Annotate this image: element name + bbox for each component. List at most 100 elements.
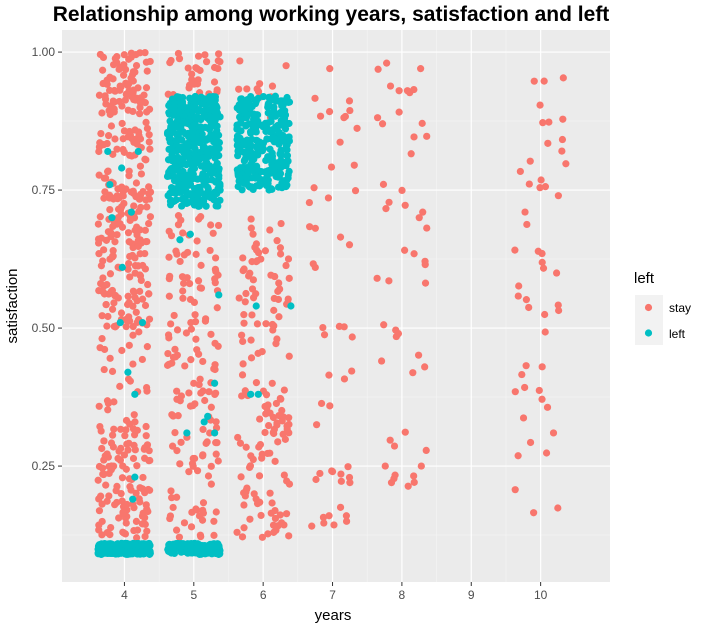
point-stay [189, 402, 197, 410]
point-left [201, 95, 209, 103]
point-stay [210, 78, 219, 86]
point-stay [109, 443, 118, 451]
point-left [246, 183, 254, 191]
point-stay [131, 262, 140, 270]
point-stay [526, 157, 534, 165]
point-stay [136, 272, 145, 280]
point-stay [345, 241, 354, 249]
point-stay [132, 489, 140, 497]
point-stay [98, 444, 106, 453]
point-stay [177, 438, 185, 446]
point-stay [521, 208, 529, 216]
point-left [199, 545, 208, 553]
point-stay [166, 272, 174, 280]
point-left [271, 135, 280, 144]
point-stay [95, 250, 103, 258]
point-stay [103, 322, 111, 330]
point-stay [94, 239, 103, 247]
point-left [176, 236, 184, 244]
point-stay [559, 74, 567, 82]
point-stay [209, 229, 217, 237]
point-stay [210, 517, 218, 525]
point-stay [284, 255, 293, 263]
point-stay [110, 398, 118, 406]
legend-title: left [634, 270, 655, 287]
point-stay [171, 345, 179, 353]
point-stay [103, 281, 111, 289]
point-stay [255, 472, 264, 480]
point-stay [538, 258, 546, 266]
point-stay [240, 319, 248, 327]
point-stay [542, 449, 551, 457]
point-stay [109, 431, 117, 439]
point-stay [125, 439, 133, 447]
point-stay [130, 526, 138, 535]
point-stay [327, 163, 336, 171]
point-stay [525, 180, 533, 188]
point-stay [242, 443, 250, 451]
point-stay [523, 220, 531, 229]
point-stay [132, 517, 141, 526]
point-stay [255, 443, 263, 451]
point-stay [120, 51, 128, 59]
point-left [166, 138, 174, 146]
point-stay [117, 210, 125, 218]
point-stay [404, 482, 412, 490]
point-stay [197, 389, 205, 397]
point-stay [100, 437, 108, 445]
point-stay [207, 480, 215, 488]
point-stay [285, 352, 293, 360]
point-stay [124, 265, 132, 273]
point-left [253, 182, 261, 190]
point-stay [111, 501, 119, 509]
point-left [209, 168, 217, 177]
point-stay [187, 325, 195, 333]
point-stay [325, 512, 333, 520]
point-left [234, 140, 242, 148]
point-stay [336, 138, 344, 146]
point-stay [116, 82, 124, 90]
point-stay [215, 50, 223, 58]
point-left [172, 162, 180, 170]
point-left [106, 540, 115, 548]
point-left [165, 168, 173, 176]
point-stay [379, 180, 388, 188]
point-stay [305, 198, 313, 207]
point-stay [143, 343, 151, 351]
point-left [252, 302, 260, 310]
point-stay [410, 85, 418, 94]
point-stay [423, 224, 431, 232]
point-stay [164, 349, 172, 358]
point-left [200, 418, 208, 426]
point-stay [391, 471, 399, 479]
point-stay [212, 418, 220, 426]
point-left [233, 166, 241, 174]
point-stay [134, 236, 142, 245]
point-left [199, 161, 208, 170]
point-stay [514, 292, 522, 300]
point-stay [133, 534, 141, 542]
point-left [176, 542, 184, 550]
point-stay [199, 499, 208, 507]
chart-title: Relationship among working years, satisf… [53, 3, 610, 26]
point-stay [107, 122, 116, 130]
point-stay [422, 446, 430, 454]
point-stay [99, 53, 108, 61]
point-stay [267, 509, 275, 517]
point-stay [190, 298, 199, 306]
point-stay [253, 85, 261, 93]
point-stay [233, 528, 241, 536]
point-stay [380, 321, 388, 329]
point-left [132, 549, 141, 557]
point-stay [111, 323, 119, 331]
point-stay [386, 436, 394, 444]
point-stay [410, 472, 418, 480]
point-stay [207, 462, 215, 470]
point-stay [214, 457, 222, 465]
point-stay [325, 371, 333, 379]
point-stay [102, 174, 110, 182]
point-stay [142, 84, 151, 92]
point-left [209, 145, 217, 153]
point-stay [516, 167, 524, 176]
point-stay [539, 119, 547, 127]
